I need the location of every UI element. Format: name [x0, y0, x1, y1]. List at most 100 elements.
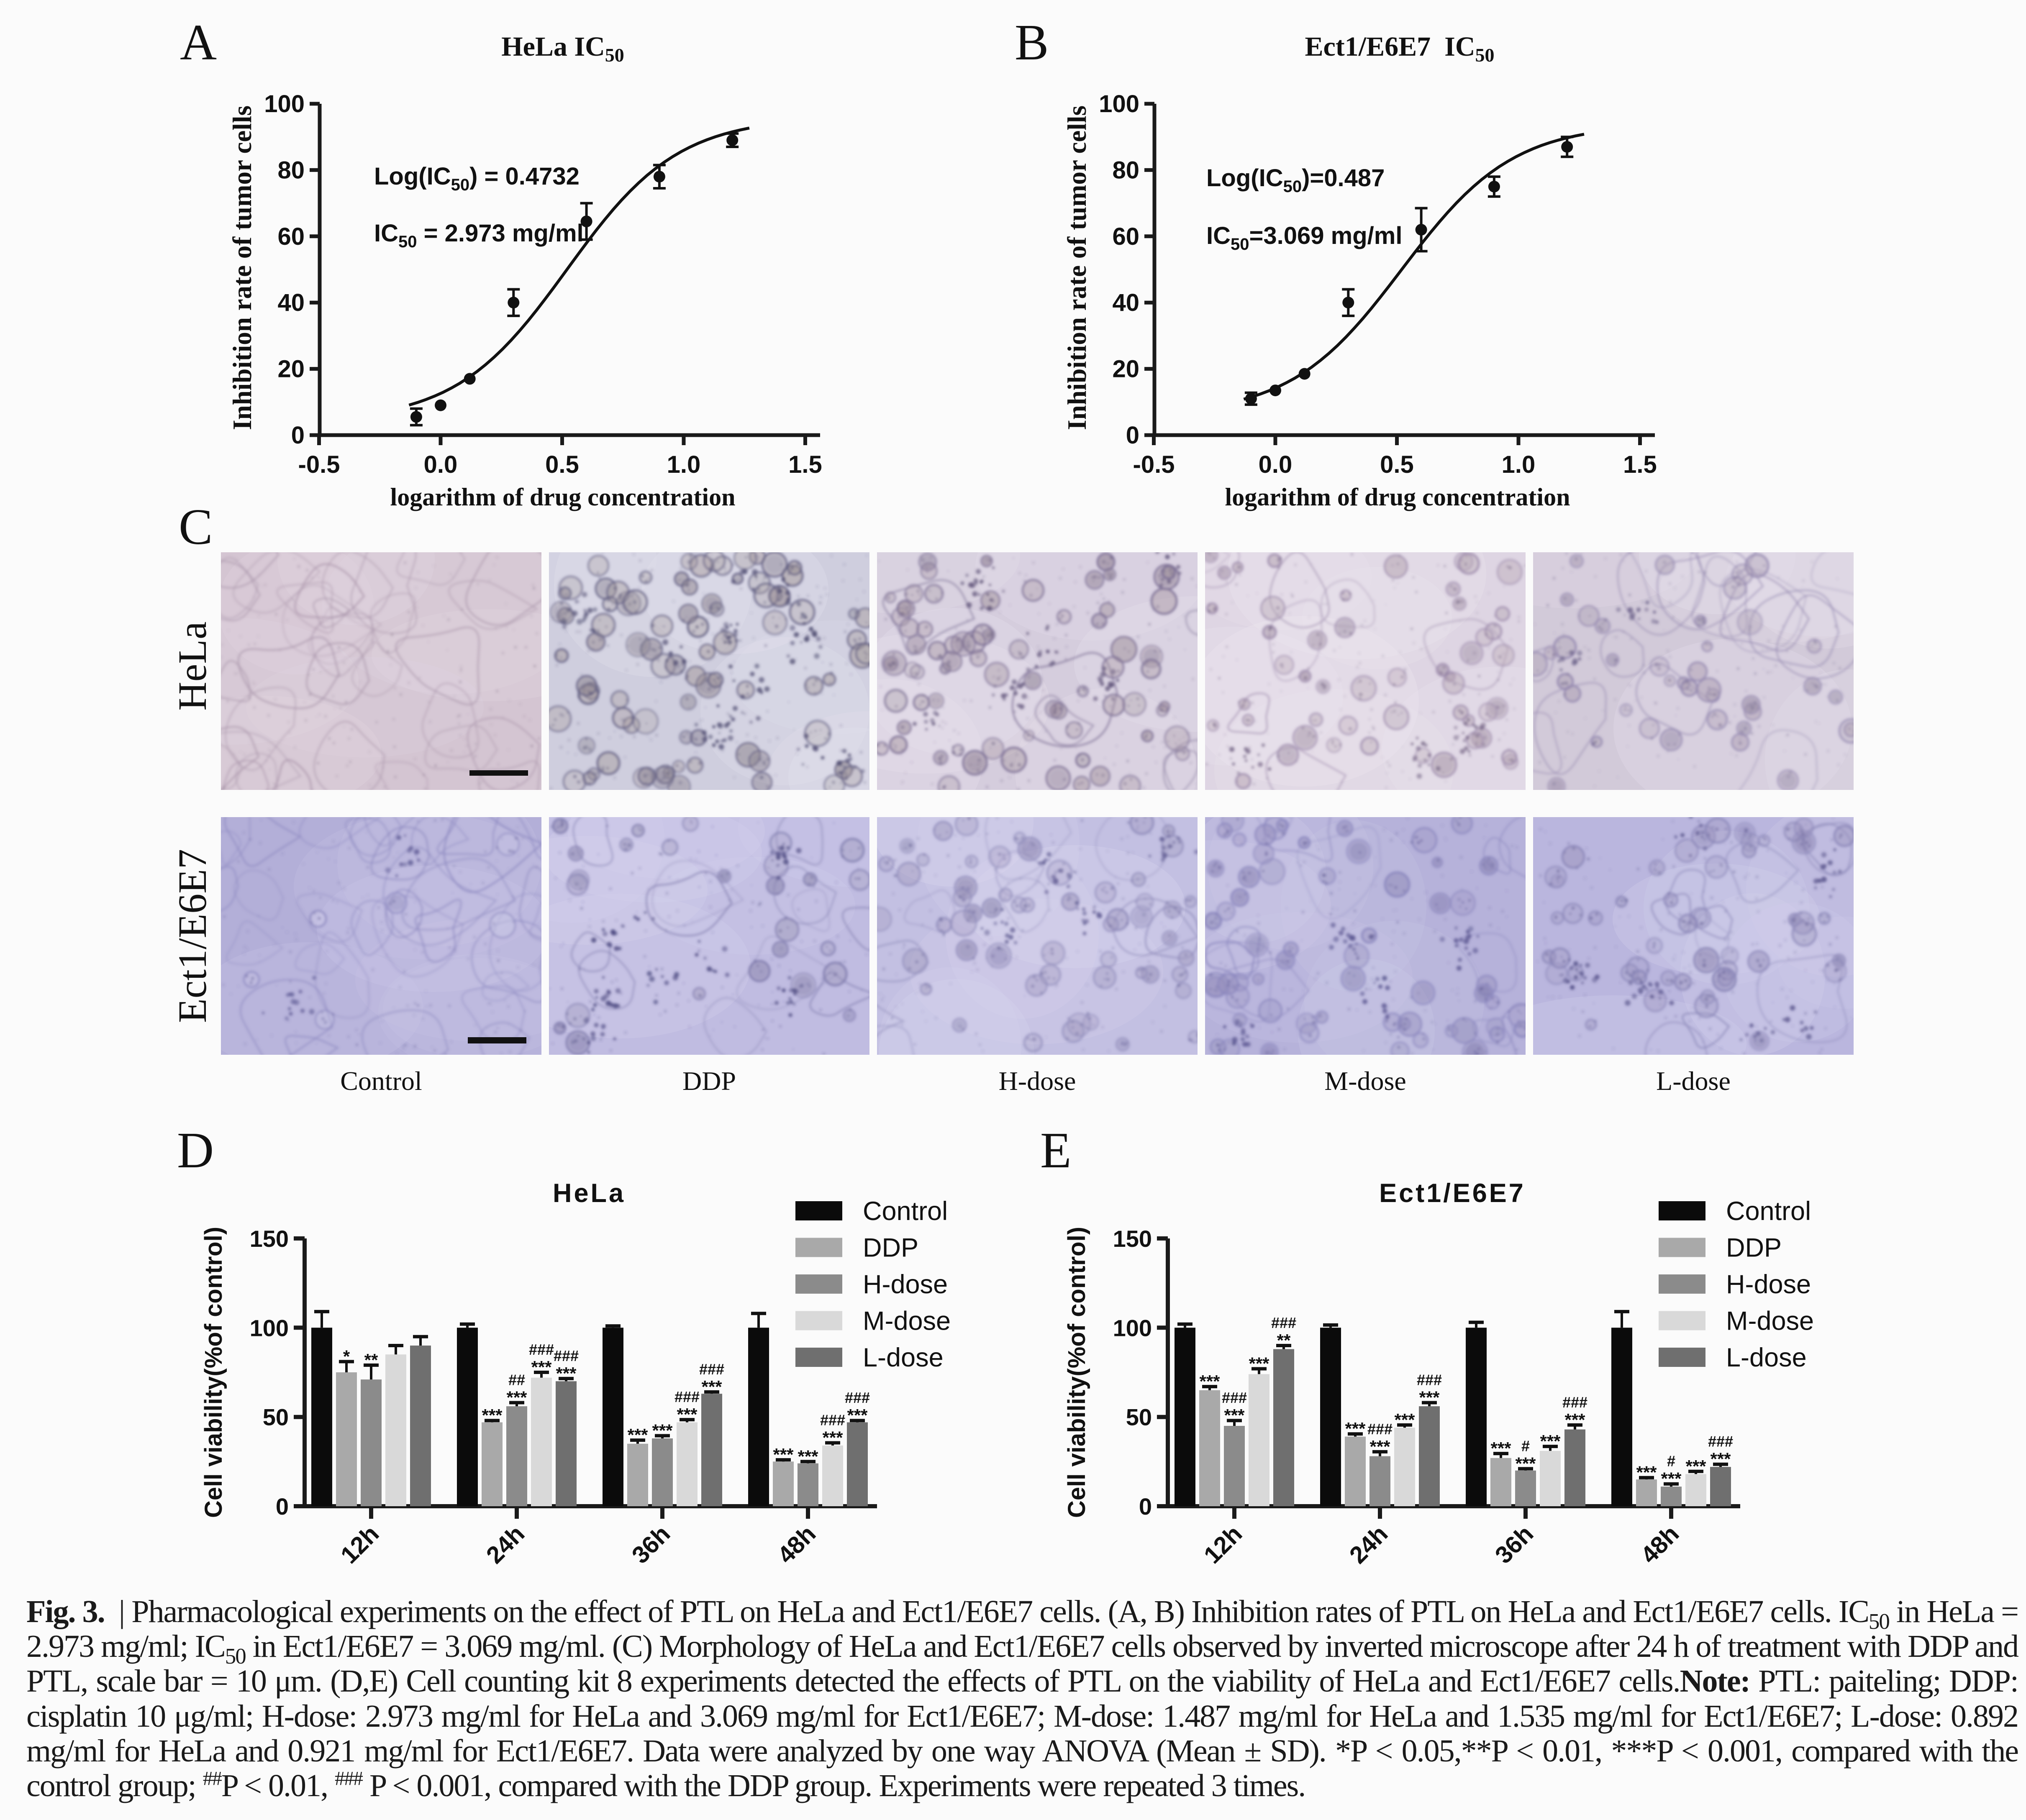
- svg-text:###: ###: [1367, 1420, 1393, 1438]
- svg-text:Ect1/E6E7 IC50: Ect1/E6E7 IC50: [1305, 31, 1494, 66]
- svg-text:*: *: [343, 1346, 350, 1366]
- svg-text:***: ***: [652, 1421, 673, 1441]
- svg-text:M-dose: M-dose: [1324, 1066, 1406, 1096]
- svg-text:***: ***: [531, 1357, 552, 1377]
- svg-text:###: ###: [820, 1412, 845, 1429]
- svg-text:-0.5: -0.5: [1133, 451, 1175, 478]
- svg-text:C: C: [179, 499, 213, 555]
- svg-text:***: ***: [556, 1364, 577, 1383]
- svg-text:IC50 = 2.973 mg/ml: IC50 = 2.973 mg/ml: [374, 220, 584, 251]
- svg-text:Control: Control: [863, 1197, 948, 1226]
- svg-text:Control: Control: [1726, 1197, 1811, 1226]
- svg-text:20: 20: [277, 356, 305, 383]
- svg-text:***: ***: [1249, 1354, 1269, 1374]
- svg-text:***: ***: [701, 1377, 722, 1397]
- svg-text:#: #: [1667, 1453, 1675, 1470]
- svg-text:50: 50: [263, 1404, 289, 1430]
- svg-text:100: 100: [1099, 90, 1139, 118]
- svg-text:###: ###: [529, 1341, 554, 1358]
- svg-text:60: 60: [277, 223, 305, 250]
- svg-text:100: 100: [264, 90, 305, 118]
- svg-text:36h: 36h: [1490, 1520, 1539, 1569]
- svg-text:###: ###: [699, 1361, 724, 1378]
- svg-text:***: ***: [1540, 1431, 1561, 1451]
- svg-text:1.5: 1.5: [1623, 451, 1657, 478]
- svg-text:48h: 48h: [1636, 1520, 1685, 1569]
- svg-text:Inhibition rate of tumor cells: Inhibition rate of tumor cells: [1062, 105, 1092, 430]
- svg-text:DDP: DDP: [682, 1066, 736, 1096]
- svg-text:#: #: [1521, 1437, 1530, 1454]
- svg-text:L-dose: L-dose: [1656, 1066, 1731, 1096]
- svg-text:Log(IC50) = 0.4732: Log(IC50) = 0.4732: [374, 163, 580, 194]
- svg-text:0: 0: [1126, 422, 1139, 449]
- svg-text:DDP: DDP: [863, 1233, 918, 1263]
- svg-text:Cell viability(%of control): Cell viability(%of control): [200, 1227, 227, 1518]
- svg-text:Ect1/E6E7: Ect1/E6E7: [170, 849, 215, 1023]
- svg-text:H-dose: H-dose: [1726, 1270, 1811, 1299]
- svg-text:0: 0: [1139, 1493, 1152, 1520]
- svg-text:80: 80: [277, 156, 305, 184]
- svg-text:***: ***: [482, 1405, 503, 1425]
- svg-text:1.0: 1.0: [1502, 451, 1536, 478]
- svg-text:***: ***: [798, 1446, 818, 1466]
- svg-text:###: ###: [845, 1389, 870, 1406]
- svg-text:##: ##: [508, 1371, 525, 1389]
- svg-text:24h: 24h: [481, 1520, 530, 1569]
- svg-text:20: 20: [1112, 356, 1139, 383]
- svg-text:D: D: [177, 1122, 214, 1179]
- svg-text:###: ###: [1417, 1371, 1442, 1389]
- svg-text:1.5: 1.5: [788, 451, 822, 478]
- svg-text:0: 0: [291, 422, 305, 449]
- svg-text:M-dose: M-dose: [863, 1307, 951, 1336]
- svg-text:***: ***: [1345, 1419, 1366, 1438]
- svg-text:***: ***: [822, 1428, 843, 1448]
- svg-text:0.0: 0.0: [1259, 451, 1293, 478]
- svg-text:**: **: [1277, 1330, 1291, 1350]
- svg-text:M-dose: M-dose: [1726, 1307, 1814, 1336]
- svg-text:***: ***: [773, 1445, 794, 1464]
- svg-text:###: ###: [554, 1347, 579, 1364]
- svg-text:***: ***: [1636, 1463, 1657, 1482]
- svg-text:H-dose: H-dose: [999, 1066, 1076, 1096]
- svg-text:###: ###: [1222, 1389, 1247, 1406]
- svg-text:A: A: [180, 14, 217, 71]
- svg-text:***: ***: [627, 1425, 648, 1445]
- svg-text:***: ***: [677, 1405, 698, 1424]
- svg-text:0.5: 0.5: [545, 451, 579, 478]
- svg-text:***: ***: [1224, 1405, 1245, 1425]
- svg-text:48h: 48h: [772, 1520, 821, 1569]
- svg-text:L-dose: L-dose: [863, 1343, 944, 1372]
- svg-text:HeLa: HeLa: [170, 621, 215, 710]
- svg-text:IC50=3.069 mg/ml: IC50=3.069 mg/ml: [1206, 222, 1402, 254]
- svg-text:50: 50: [1126, 1404, 1152, 1430]
- svg-text:L-dose: L-dose: [1726, 1343, 1807, 1372]
- svg-text:***: ***: [1564, 1410, 1585, 1430]
- svg-text:40: 40: [1112, 289, 1139, 316]
- svg-text:###: ###: [1271, 1314, 1296, 1331]
- svg-text:logarithm of drug concentratio: logarithm of drug concentration: [1225, 483, 1570, 511]
- svg-text:**: **: [364, 1350, 378, 1370]
- svg-text:60: 60: [1112, 223, 1139, 250]
- svg-text:80: 80: [1112, 156, 1139, 184]
- svg-text:100: 100: [1113, 1315, 1152, 1341]
- svg-text:logarithm of drug concentratio: logarithm of drug concentration: [390, 483, 736, 511]
- svg-text:Cell viability(%of control): Cell viability(%of control): [1063, 1227, 1090, 1518]
- svg-text:36h: 36h: [627, 1520, 676, 1569]
- svg-text:DDP: DDP: [1726, 1233, 1782, 1263]
- svg-text:***: ***: [1369, 1437, 1390, 1456]
- svg-text:***: ***: [1394, 1410, 1415, 1430]
- svg-text:###: ###: [674, 1388, 700, 1405]
- svg-text:0.5: 0.5: [1380, 451, 1414, 478]
- svg-text:Ect1/E6E7: Ect1/E6E7: [1379, 1179, 1526, 1208]
- svg-text:H-dose: H-dose: [863, 1270, 948, 1299]
- svg-text:1.0: 1.0: [667, 451, 701, 478]
- svg-text:24h: 24h: [1344, 1520, 1393, 1569]
- svg-text:B: B: [1015, 14, 1049, 71]
- svg-text:***: ***: [506, 1388, 527, 1407]
- svg-text:Inhibition rate of tumor cells: Inhibition rate of tumor cells: [228, 105, 257, 430]
- svg-text:12h: 12h: [336, 1520, 385, 1569]
- svg-text:0: 0: [276, 1493, 289, 1520]
- svg-text:***: ***: [1515, 1453, 1536, 1473]
- svg-text:***: ***: [847, 1405, 868, 1425]
- svg-text:***: ***: [1685, 1456, 1706, 1476]
